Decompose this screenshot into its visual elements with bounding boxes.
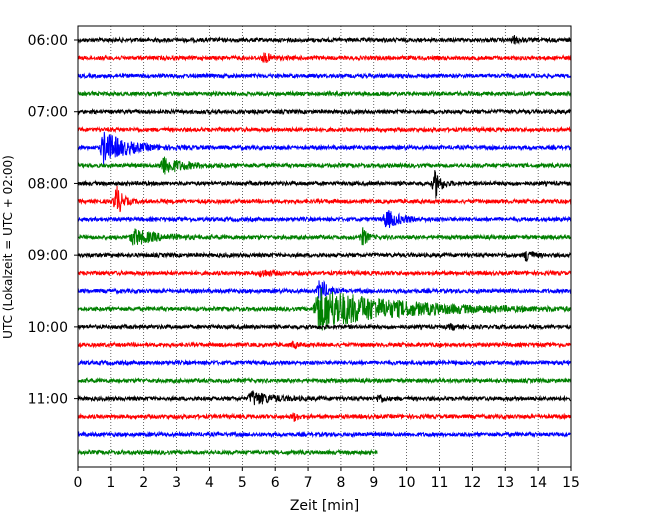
x-tick-label: 13 xyxy=(496,475,514,491)
trace-line xyxy=(77,107,572,116)
x-tick-label: 2 xyxy=(139,475,148,491)
y-tick-label: 08:00 xyxy=(28,176,68,192)
x-tick-label: 6 xyxy=(271,475,280,491)
y-tick-label: 06:00 xyxy=(28,33,68,49)
x-tick-label: 9 xyxy=(369,475,378,491)
plot-frame xyxy=(77,25,572,468)
x-axis: 0 1 2 3 4 5 6 7 8 9 10 11 12 13 14 15 xyxy=(74,467,580,491)
trace-line xyxy=(77,430,572,439)
y-tick-label: 09:00 xyxy=(28,248,68,264)
x-tick-label: 5 xyxy=(238,475,247,491)
x-tick-label: 3 xyxy=(172,475,181,491)
trace-line xyxy=(77,390,572,406)
trace-line xyxy=(77,358,572,367)
x-tick-label: 7 xyxy=(304,475,313,491)
x-tick-label: 11 xyxy=(431,475,449,491)
x-axis-label: Zeit [min] xyxy=(290,498,359,514)
x-tick-label: 10 xyxy=(398,475,416,491)
trace-line xyxy=(77,210,572,228)
x-tick-label: 8 xyxy=(336,475,345,491)
x-tick-label: 12 xyxy=(463,475,481,491)
y-axis: 06:00 07:00 08:00 09:00 10:00 11:00 xyxy=(28,33,78,408)
trace-line xyxy=(77,412,572,422)
trace-line xyxy=(77,89,572,98)
trace-line xyxy=(77,170,572,199)
trace-line xyxy=(77,448,378,457)
x-tick-label: 0 xyxy=(74,475,83,491)
x-tick-label: 4 xyxy=(205,475,214,491)
x-tick-label: 14 xyxy=(529,475,547,491)
trace-line xyxy=(77,340,572,350)
trace-line xyxy=(77,287,572,331)
y-tick-label: 11:00 xyxy=(28,392,68,408)
trace-line xyxy=(77,125,572,134)
trace-line xyxy=(77,34,572,45)
y-axis-label: UTC (Lokalzeit = UTC + 02:00) xyxy=(1,155,15,339)
trace-line xyxy=(77,52,572,64)
trace-line xyxy=(77,376,572,385)
trace-line xyxy=(77,156,572,175)
trace-line xyxy=(77,268,572,278)
traces-group xyxy=(77,34,572,457)
x-tick-label: 1 xyxy=(106,475,115,491)
trace-line xyxy=(77,322,572,332)
trace-line xyxy=(77,185,572,213)
trace-line xyxy=(77,279,572,302)
trace-line xyxy=(77,72,572,80)
x-tick-label: 15 xyxy=(562,475,580,491)
y-tick-label: 10:00 xyxy=(28,320,68,336)
trace-line xyxy=(77,131,572,166)
trace-line xyxy=(77,227,572,246)
y-tick-label: 07:00 xyxy=(28,105,68,121)
trace-line xyxy=(77,251,572,262)
